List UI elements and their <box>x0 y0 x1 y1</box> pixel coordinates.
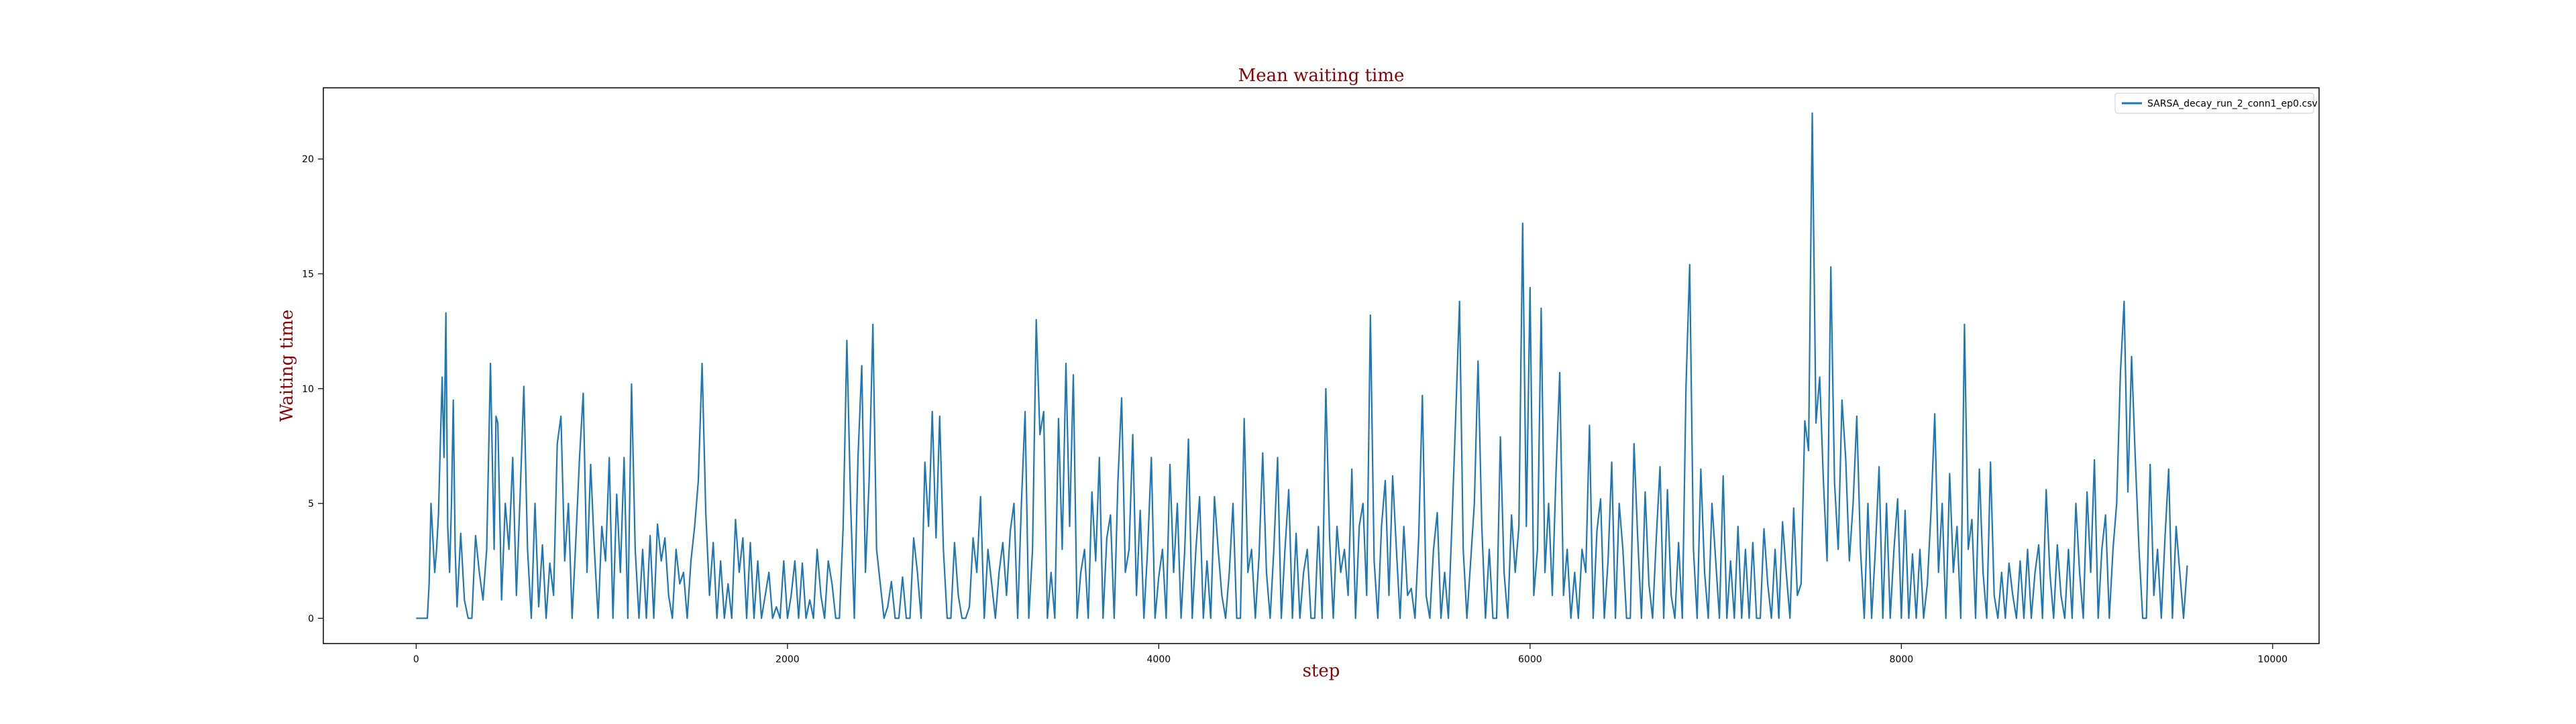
x-tick-label: 6000 <box>1518 654 1542 665</box>
y-tick-label: 20 <box>302 154 314 165</box>
plot-area <box>323 87 2320 644</box>
x-tick-label: 0 <box>413 654 419 665</box>
y-axis-label: Waiting time <box>277 310 297 422</box>
y-tick-label: 5 <box>308 499 314 509</box>
x-tick-label: 2000 <box>775 654 800 665</box>
y-axis: 0 5 10 15 20 <box>302 154 323 624</box>
y-tick-label: 0 <box>308 613 314 624</box>
y-tick-label: 10 <box>302 384 314 395</box>
x-tick-label: 8000 <box>1890 654 1914 665</box>
x-axis: 0 2000 4000 6000 8000 10000 <box>413 644 2288 665</box>
y-tick-label: 15 <box>302 269 314 280</box>
series-line <box>416 112 2188 619</box>
legend-box <box>2114 93 2314 114</box>
chart-title: Mean waiting time <box>1238 66 1405 86</box>
x-tick-label: 4000 <box>1147 654 1171 665</box>
x-tick-label: 10000 <box>2258 654 2288 665</box>
legend: SARSA_decay_run_2_conn1_ep0.csv <box>2114 93 2318 114</box>
x-axis-label: step <box>1303 661 1340 681</box>
legend-entry: SARSA_decay_run_2_conn1_ep0.csv <box>2147 99 2318 109</box>
